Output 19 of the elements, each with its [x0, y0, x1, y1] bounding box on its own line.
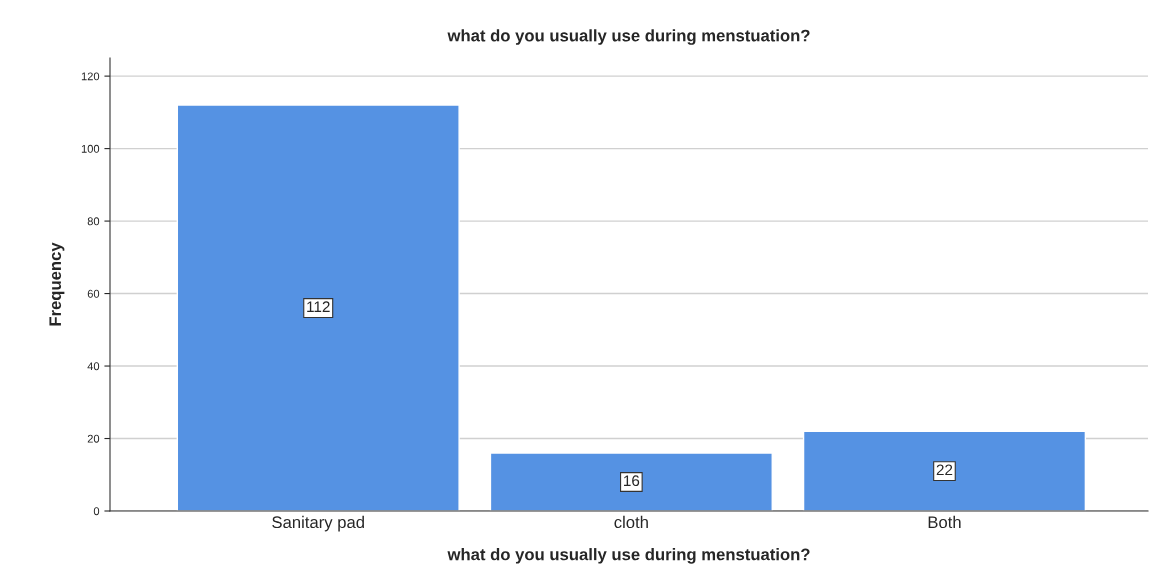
x-tick-label: cloth	[614, 515, 648, 529]
y-tick-label: 0	[93, 507, 100, 516]
x-axis-title: what do you usually use during menstuation?	[447, 548, 810, 564]
data-label: 112	[307, 301, 330, 313]
bar	[176, 104, 460, 511]
y-tick-label: 20	[87, 434, 100, 443]
y-axis-title: Frequency	[49, 242, 65, 326]
data-label: 22	[936, 464, 953, 476]
x-tick-label: Both	[928, 515, 961, 529]
y-tick-label: 80	[87, 217, 100, 226]
y-tick-label: 100	[81, 144, 100, 153]
y-tick-label: 120	[81, 72, 100, 81]
bar	[802, 430, 1087, 511]
chart-title: what do you usually use during menstuation?	[447, 29, 810, 45]
x-tick-label: Sanitary pad	[272, 515, 364, 532]
bar	[489, 452, 773, 511]
y-tick-label: 60	[87, 289, 100, 298]
y-tick-label: 40	[87, 362, 100, 371]
data-label: 16	[624, 475, 640, 487]
